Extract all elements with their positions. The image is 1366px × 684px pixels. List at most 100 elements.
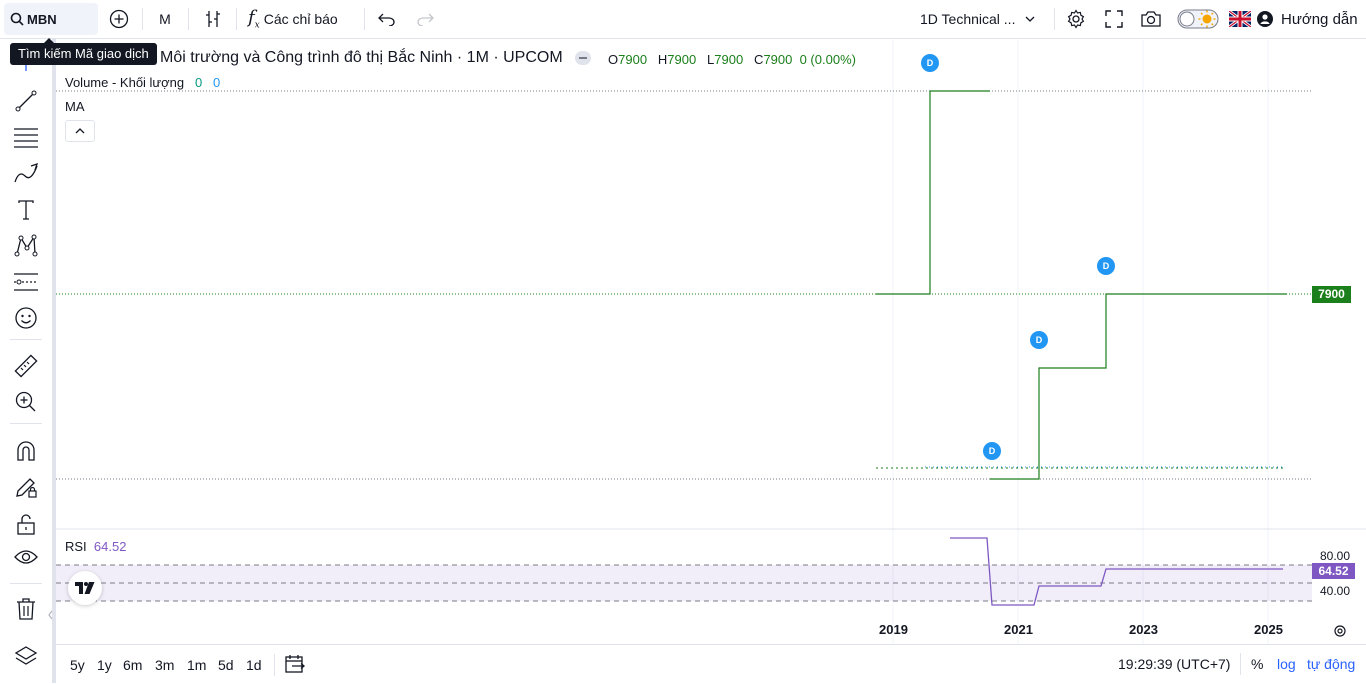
user-icon <box>1257 11 1273 27</box>
fib-tool[interactable] <box>10 121 42 153</box>
magnet-icon <box>17 441 35 461</box>
compare-add-button[interactable] <box>106 0 132 38</box>
drawing-toolbar <box>0 39 56 683</box>
search-tooltip: Tìm kiếm Mã giao dịch <box>10 38 157 65</box>
symbol-title: Môi trường và Công trình đô thị Bắc Ninh… <box>160 49 563 66</box>
rsi-band <box>56 565 1312 601</box>
screenshot-button[interactable] <box>1138 0 1164 38</box>
dividend-marker[interactable]: D <box>1097 257 1115 275</box>
rsi-value-badge: 64.52 <box>1312 563 1355 579</box>
uk-flag-icon <box>1229 11 1251 27</box>
candles-icon <box>206 11 220 27</box>
unlock-icon <box>17 514 35 535</box>
chart-type-button[interactable] <box>200 0 226 38</box>
last-price-badge: 7900 <box>1312 286 1351 303</box>
pencil-lock-icon <box>16 478 37 498</box>
timezone-clock[interactable]: 19:29:39 (UTC+7) <box>1118 656 1231 672</box>
text-tool[interactable] <box>10 194 42 226</box>
calendar-icon <box>285 655 306 673</box>
language-button[interactable] <box>1228 0 1252 38</box>
tv-logo-icon <box>75 582 95 594</box>
ruler-icon <box>14 354 38 378</box>
dividend-marker[interactable]: D <box>1030 331 1048 349</box>
chevron-up-icon <box>75 128 85 134</box>
lock-drawing-tool[interactable] <box>10 471 42 503</box>
layout-name: 1D Technical ... <box>920 11 1016 27</box>
volume-legend[interactable]: Volume - Khối lượng 0 0 <box>65 75 221 90</box>
magnet-tool[interactable] <box>10 435 42 467</box>
range-3m[interactable]: 3m <box>155 657 175 673</box>
fullscreen-button[interactable] <box>1101 0 1127 38</box>
delete-tool[interactable] <box>10 593 42 625</box>
prediction-tool[interactable] <box>10 266 42 298</box>
axis-settings-icon[interactable] <box>1334 625 1346 637</box>
theme-toggle[interactable] <box>1177 0 1219 38</box>
auto-scale-toggle[interactable]: tự động <box>1307 656 1356 672</box>
trendline-tool[interactable] <box>10 85 42 117</box>
undo-button[interactable] <box>374 0 400 38</box>
chevron-down-icon <box>1026 16 1035 22</box>
icon-tool[interactable] <box>10 302 42 334</box>
lock-all-tool[interactable] <box>10 508 42 540</box>
hide-tool[interactable] <box>10 541 42 573</box>
ma-legend[interactable]: MA <box>65 99 85 114</box>
zoom-tool[interactable] <box>10 386 42 418</box>
bottom-toolbar: 5y 1y 6m 3m 1m 5d 1d <box>56 644 1366 684</box>
range-1d[interactable]: 1d <box>246 657 262 673</box>
range-5d[interactable]: 5d <box>218 657 234 673</box>
legend-toggle-button[interactable] <box>65 120 95 142</box>
measure-tool[interactable] <box>10 350 42 382</box>
chevron-left-icon <box>48 610 53 620</box>
object-tree-button[interactable] <box>10 640 42 672</box>
layout-select[interactable]: 1D Technical ... <box>920 0 1050 38</box>
legend-collapse-button[interactable] <box>575 51 591 65</box>
fx-icon: fx <box>248 7 260 31</box>
plus-circle-icon <box>109 9 129 29</box>
tradingview-logo[interactable] <box>68 571 102 605</box>
range-1m[interactable]: 1m <box>187 657 207 673</box>
trash-icon <box>17 598 35 620</box>
help-button[interactable]: Hướng dẫn <box>1257 0 1362 38</box>
redo-icon <box>417 13 434 26</box>
time-axis-label: 2021 <box>1004 622 1033 637</box>
range-6m[interactable]: 6m <box>123 657 143 673</box>
zoom-in-icon <box>15 391 36 412</box>
ruler-lines-icon <box>14 273 38 291</box>
text-icon <box>18 200 34 220</box>
gear-icon <box>1067 9 1085 29</box>
interval-button[interactable]: M <box>152 0 178 38</box>
rsi-legend[interactable]: RSI 64.52 <box>65 539 127 554</box>
undo-icon <box>378 13 395 26</box>
trendline-icon <box>15 90 37 112</box>
dividend-marker[interactable]: D <box>921 54 939 72</box>
range-5y[interactable]: 5y <box>70 657 85 673</box>
collapse-toolbar-handle[interactable] <box>45 605 55 625</box>
range-1y[interactable]: 1y <box>97 657 112 673</box>
pattern-tool[interactable] <box>10 230 42 262</box>
redo-button[interactable] <box>412 0 438 38</box>
indicators-button[interactable]: fx Các chỉ báo <box>248 0 354 38</box>
settings-button[interactable] <box>1063 0 1089 38</box>
log-scale-toggle[interactable]: log <box>1277 656 1296 672</box>
rsi-upper-label: 80.00 <box>1320 549 1351 563</box>
brush-icon <box>14 162 39 183</box>
go-to-date-button[interactable] <box>284 654 306 676</box>
horizontal-lines-icon <box>14 128 38 148</box>
rsi-lower-label: 40.00 <box>1320 584 1351 598</box>
time-axis-label: 2023 <box>1129 622 1158 637</box>
camera-icon <box>1141 11 1161 27</box>
time-axis-label: 2019 <box>879 622 908 637</box>
brush-tool[interactable] <box>10 158 42 190</box>
indicators-label: Các chỉ báo <box>263 11 338 27</box>
eye-icon <box>14 550 38 564</box>
help-label: Hướng dẫn <box>1281 10 1358 28</box>
dividend-marker[interactable]: D <box>983 442 1001 460</box>
symbol-search-button[interactable]: MBN <box>4 3 98 35</box>
rsi-series <box>950 537 1283 606</box>
layers-icon <box>14 646 38 665</box>
percent-scale-toggle[interactable]: % <box>1251 656 1264 672</box>
price-series <box>876 90 990 295</box>
pattern-icon <box>14 234 38 257</box>
price-series-2 <box>990 293 1287 480</box>
